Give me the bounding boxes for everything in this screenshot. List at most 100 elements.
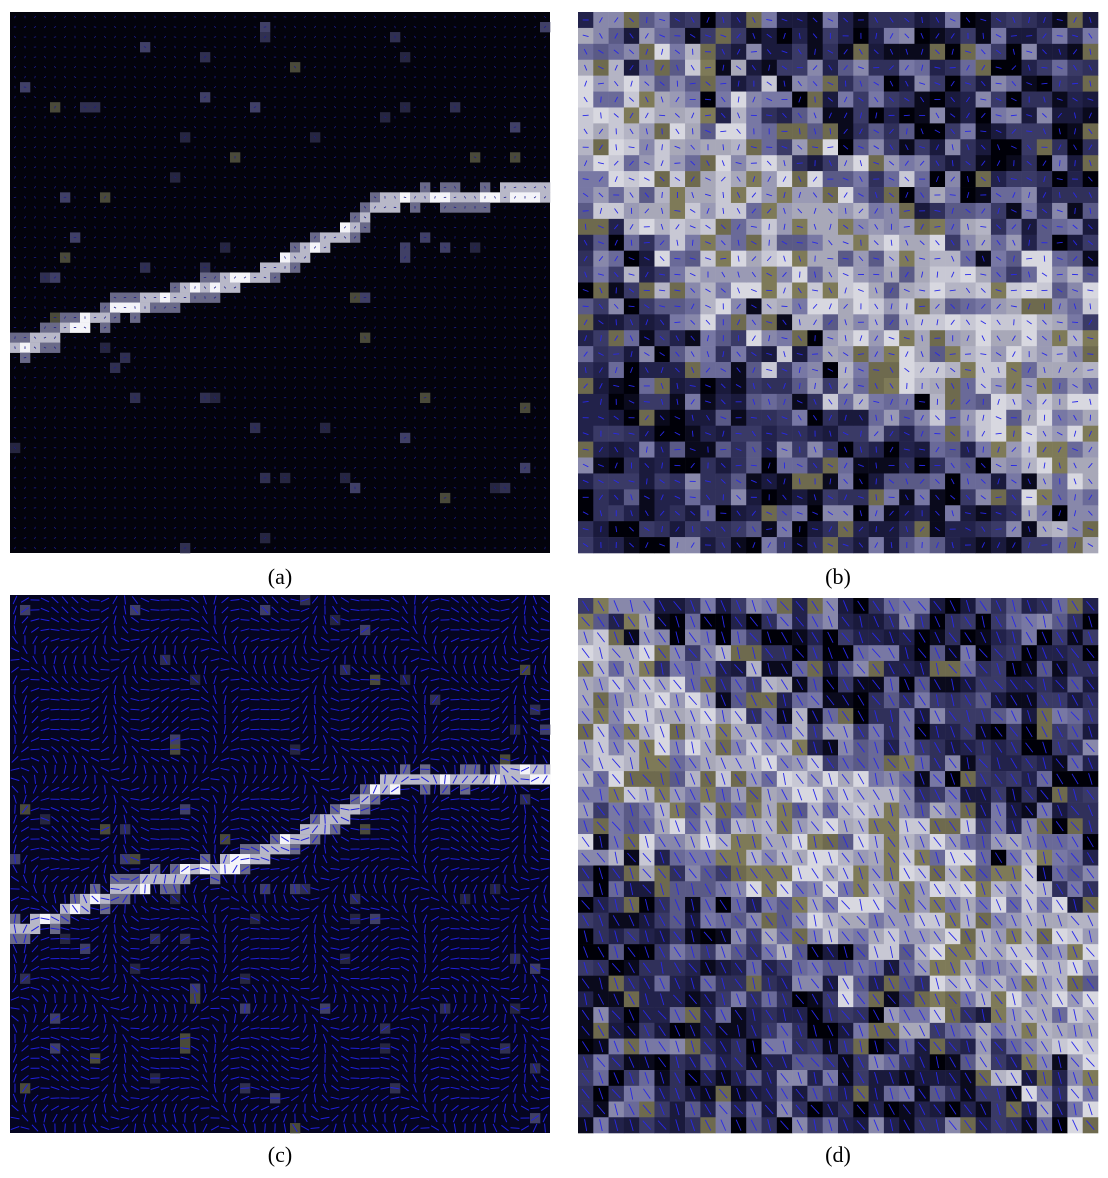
- flow-arrow: [769, 224, 770, 230]
- flow-arrow: [374, 87, 376, 88]
- flow-arrow: [105, 136, 106, 138]
- flow-arrow: [464, 237, 466, 238]
- flow-arrow: [545, 106, 546, 108]
- flow-arrow: [384, 237, 386, 238]
- flow-arrow: [644, 402, 650, 403]
- flow-arrow: [494, 478, 496, 479]
- flow-arrow: [983, 33, 984, 39]
- flow-arrow: [154, 257, 156, 258]
- flow-arrow: [395, 246, 396, 248]
- flow-arrow: [464, 427, 466, 428]
- flow-arrow: [445, 427, 446, 429]
- flow-arrow: [454, 67, 456, 68]
- panel-b: [578, 12, 1098, 553]
- flow-arrow: [44, 47, 46, 48]
- flow-arrow: [15, 96, 16, 98]
- flow-arrow: [435, 196, 436, 198]
- flow-arrow: [195, 56, 196, 58]
- flow-arrow: [454, 448, 456, 449]
- flow-arrow: [631, 240, 632, 246]
- flow-arrow: [154, 367, 156, 368]
- flow-arrow: [485, 156, 486, 158]
- flow-arrow: [494, 187, 496, 188]
- flow-arrow: [692, 240, 693, 246]
- flow-arrow: [876, 478, 877, 484]
- flow-arrow: [254, 357, 256, 358]
- flow-arrow: [815, 97, 816, 103]
- flow-arrow: [545, 547, 546, 549]
- flow-arrow: [690, 497, 696, 498]
- flow-arrow: [545, 497, 546, 499]
- flow-arrow: [154, 377, 156, 378]
- flow-arrow: [155, 336, 156, 338]
- flow-arrow: [264, 137, 266, 138]
- flow-arrow: [224, 57, 226, 58]
- flow-arrow: [505, 206, 506, 208]
- flow-arrow: [613, 354, 619, 355]
- flow-arrow: [524, 427, 526, 428]
- flow-arrow: [544, 237, 546, 238]
- flow-arrow: [255, 196, 256, 198]
- flow-arrow: [937, 272, 938, 278]
- flow-arrow: [384, 327, 386, 328]
- flow-arrow: [535, 76, 536, 78]
- flow-arrow: [274, 508, 276, 509]
- flow-arrow: [174, 117, 176, 118]
- flow-arrow: [692, 526, 693, 532]
- flow-arrow: [94, 247, 96, 248]
- flow-arrow: [324, 367, 326, 368]
- flow-arrow: [484, 478, 486, 479]
- flow-arrow: [465, 507, 466, 509]
- flow-arrow: [74, 57, 76, 58]
- flow-arrow: [104, 57, 106, 58]
- flow-arrow: [751, 465, 757, 466]
- flow-arrow: [345, 156, 346, 158]
- flow-arrow: [54, 307, 56, 308]
- flow-arrow: [244, 237, 246, 238]
- flow-arrow: [983, 447, 984, 453]
- flow-arrow: [114, 77, 116, 78]
- flow-arrow: [165, 407, 166, 409]
- flow-arrow: [284, 498, 286, 499]
- flow-arrow: [74, 428, 76, 429]
- flow-arrow: [114, 438, 116, 439]
- flow-arrow: [474, 57, 476, 58]
- flow-arrow: [295, 316, 296, 318]
- flow-arrow: [265, 457, 266, 459]
- flow-arrow: [95, 166, 96, 168]
- flow-arrow: [662, 192, 663, 198]
- flow-arrow: [545, 246, 546, 248]
- flow-arrow: [583, 115, 589, 116]
- flow-arrow: [275, 66, 276, 68]
- flow-arrow: [355, 276, 356, 278]
- flow-arrow: [54, 37, 56, 38]
- flow-arrow: [214, 197, 216, 198]
- flow-arrow: [720, 83, 726, 84]
- flow-arrow: [876, 526, 877, 532]
- flow-arrow: [304, 177, 306, 178]
- flow-arrow: [94, 267, 96, 268]
- flow-arrow: [494, 237, 496, 238]
- flow-arrow: [464, 47, 466, 48]
- flow-arrow: [65, 266, 66, 268]
- flow-arrow: [544, 57, 546, 58]
- flow-arrow: [345, 547, 346, 549]
- flow-arrow: [44, 458, 46, 459]
- flow-arrow: [125, 86, 126, 88]
- flow-arrow: [344, 297, 346, 298]
- flow-arrow: [465, 86, 466, 88]
- flow-arrow: [424, 17, 426, 18]
- flow-arrow: [647, 478, 648, 484]
- flow-arrow: [204, 528, 206, 529]
- flow-arrow: [114, 207, 116, 208]
- flow-arrow: [164, 67, 166, 68]
- flow-arrow: [705, 99, 711, 100]
- flow-arrow: [384, 387, 386, 388]
- flow-arrow: [235, 417, 236, 419]
- flow-arrow: [674, 258, 680, 259]
- flow-arrow: [125, 226, 126, 228]
- flow-arrow: [736, 465, 742, 466]
- flow-arrow: [545, 467, 546, 469]
- flow-arrow: [295, 206, 296, 208]
- flow-arrow: [335, 86, 336, 88]
